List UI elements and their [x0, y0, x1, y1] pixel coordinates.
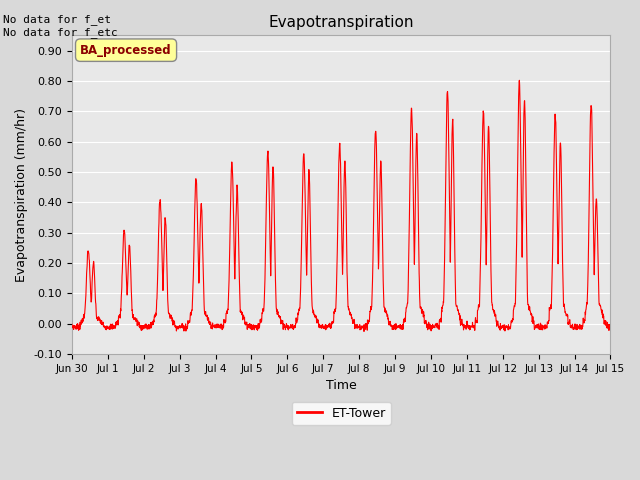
X-axis label: Time: Time	[326, 379, 356, 392]
Title: Evapotranspiration: Evapotranspiration	[268, 15, 414, 30]
Text: BA_processed: BA_processed	[80, 44, 172, 57]
Y-axis label: Evapotranspiration (mm/hr): Evapotranspiration (mm/hr)	[15, 108, 28, 282]
Text: No data for f_et
No data for f_etc: No data for f_et No data for f_etc	[3, 14, 118, 38]
Legend: ET-Tower: ET-Tower	[292, 402, 391, 425]
